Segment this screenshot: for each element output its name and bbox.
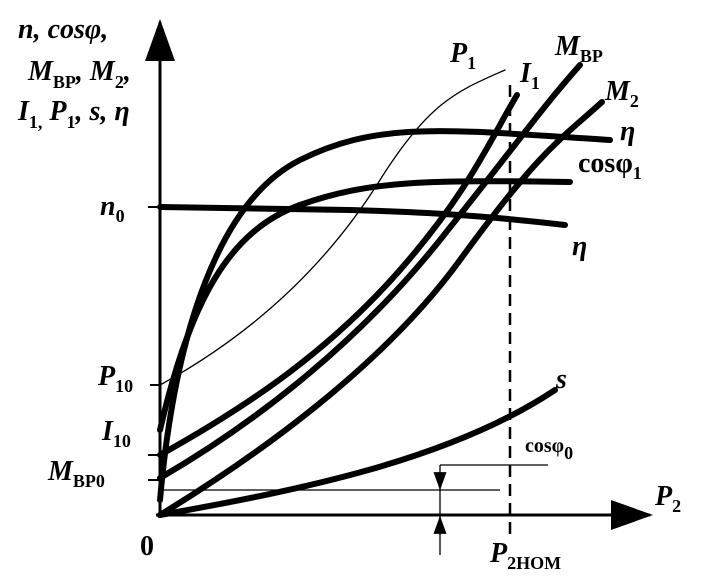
label-subscript: 1 xyxy=(531,73,540,93)
label-text: P xyxy=(42,96,67,127)
label-text: , M xyxy=(75,56,116,87)
label-subscript: 2 xyxy=(115,72,124,92)
label-text: η xyxy=(572,231,587,262)
curve-label: cosφ0 xyxy=(525,435,573,463)
label-text: P xyxy=(489,538,508,569)
label-subscript: 2 xyxy=(630,91,639,111)
axes xyxy=(145,19,653,530)
label-text: I xyxy=(101,416,114,447)
label-subscript: 10 xyxy=(115,376,133,396)
label-subscript: 10 xyxy=(113,431,131,451)
curve-label: η xyxy=(572,231,587,262)
label-text: M xyxy=(604,76,631,107)
axis-label-line: MBP​, M2​, xyxy=(27,56,131,92)
curve-label: cosφ1 xyxy=(578,148,642,183)
axis-label-line: I1,​ P1​, s, η xyxy=(17,96,130,132)
label-subscript: BP xyxy=(53,72,76,92)
label-text: n xyxy=(100,191,116,222)
curve-label: P10 xyxy=(97,361,133,396)
label-text: I xyxy=(17,96,30,127)
curve-label: MBP0 xyxy=(47,456,105,491)
curve-label: s xyxy=(555,364,567,395)
curve-label: P2HOM xyxy=(489,538,561,573)
curves xyxy=(157,62,613,555)
axis-label-line: n, cosφ, xyxy=(18,14,108,45)
label-text: cosφ xyxy=(525,435,564,457)
label-text: M xyxy=(47,456,74,487)
label-text: P xyxy=(654,481,673,512)
label-text: n, cosφ, xyxy=(18,14,108,45)
label-text: 0 xyxy=(140,531,154,562)
label-subscript: 1 xyxy=(67,112,76,132)
label-subscript: 0 xyxy=(116,206,125,226)
label-text: P xyxy=(97,361,116,392)
label-text: s xyxy=(555,364,567,395)
label-text: , xyxy=(123,56,131,87)
curve-label: P1 xyxy=(449,38,476,73)
label-text: , s, η xyxy=(75,96,130,127)
curve-label: M2 xyxy=(604,76,639,111)
label-text: cosφ xyxy=(578,148,633,179)
curve-label: I1 xyxy=(519,58,540,93)
label-text: I xyxy=(519,58,532,89)
curve-label: 0 xyxy=(140,531,154,562)
curve-label: n0 xyxy=(100,191,125,226)
label-text: η xyxy=(620,116,635,147)
labels: n, cosφ,MBP​, M2​,I1,​ P1​, s, ηP1I1MBPM… xyxy=(17,14,681,573)
label-subscript: 1, xyxy=(29,112,43,132)
curve-label: η xyxy=(620,116,635,147)
label-subscript: 2HOM xyxy=(507,553,561,573)
curve-label: MBP xyxy=(554,31,603,66)
label-subscript: 2 xyxy=(672,496,681,516)
label-text: M xyxy=(27,56,54,87)
label-text: M xyxy=(554,31,581,62)
label-subscript: 0 xyxy=(564,443,573,463)
label-subscript: BP xyxy=(580,46,603,66)
curve-label: I10 xyxy=(101,416,131,451)
label-text: P xyxy=(449,38,468,69)
label-subscript: 1 xyxy=(633,163,642,183)
curve-label: P2 xyxy=(654,481,681,516)
label-subscript: BP0 xyxy=(73,471,105,491)
label-subscript: 1 xyxy=(467,53,476,73)
